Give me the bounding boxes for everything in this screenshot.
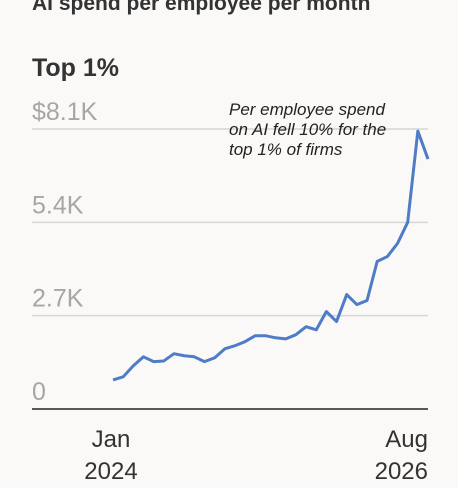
y-tick-label: 0 — [32, 378, 46, 406]
y-tick-label: 5.4K — [32, 191, 84, 219]
line — [112, 129, 430, 382]
x-tick-label: Jan 2024 — [84, 426, 138, 485]
y-tick-label: 2.7K — [32, 285, 84, 313]
chart-subtitle: Top 1% — [32, 54, 119, 82]
y-tick-label: $8.1K — [32, 98, 98, 126]
annotation: Per employee spend on AI fell 10% for th… — [229, 100, 387, 159]
chart-title: AI spend per employee per month — [32, 0, 370, 15]
x-tick-label: Aug 2026 — [374, 426, 428, 485]
